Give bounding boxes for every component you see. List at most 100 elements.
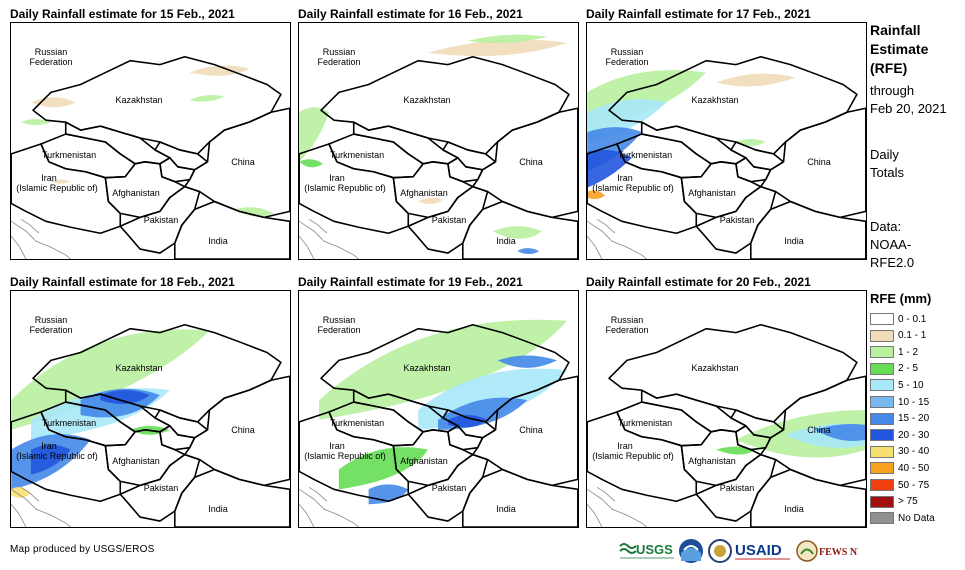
map-label-china: China	[519, 425, 543, 435]
rainfall-area	[299, 159, 323, 168]
coastline	[11, 503, 27, 527]
rainfall-area	[418, 197, 443, 205]
map-label-iran-sub: (Islamic Republic of)	[592, 183, 674, 193]
legend-item: 0 - 0.1	[870, 311, 926, 327]
country-border	[11, 411, 122, 503]
rainfall-map: Russian Federation Kazakhstan Turkmenistan I…	[586, 22, 867, 260]
rainfall-area	[815, 424, 866, 441]
legend-item: 5 - 10	[870, 377, 924, 393]
map-label-kazakhstan: Kazakhstan	[691, 363, 739, 373]
rainfall-area	[735, 139, 766, 146]
map-label-pakistan: Pakistan	[431, 483, 467, 493]
map-label-afghanistan: Afghanistan	[112, 456, 160, 466]
map-label-iran-sub: (Islamic Republic of)	[592, 451, 674, 461]
map-label-afghanistan: Afghanistan	[688, 456, 736, 466]
rainfall-area	[189, 95, 225, 102]
coastline	[587, 220, 647, 259]
side-date: Feb 20, 2021	[870, 101, 947, 116]
map-label-iran-sub: (Islamic Republic of)	[16, 183, 98, 193]
legend-label: 20 - 30	[898, 429, 930, 441]
rainfall-area	[299, 107, 329, 162]
map-label-pakistan: Pakistan	[719, 483, 755, 493]
rainfall-area	[716, 446, 756, 455]
rainfall-area	[338, 447, 429, 490]
country-border	[462, 468, 578, 527]
map-canvas	[299, 34, 578, 259]
country-border	[299, 143, 410, 235]
country-border	[680, 161, 762, 219]
rainfall-area	[517, 248, 540, 255]
map-label-iran: Iran	[41, 441, 57, 451]
rainfall-map: Russian Federation Kazakhstan Turkmenistan I…	[10, 290, 291, 528]
map-canvas	[11, 323, 290, 527]
rainfall-panel: Daily Rainfall estimate for 20 Feb., 202…	[586, 274, 867, 528]
map-canvas	[11, 55, 290, 259]
country-border	[392, 429, 474, 487]
rainfall-panel: Daily Rainfall estimate for 15 Feb., 202…	[10, 6, 291, 260]
legend-swatch	[870, 379, 894, 392]
map-label-pakistan: Pakistan	[719, 215, 755, 225]
coastline	[596, 218, 616, 234]
country-border	[104, 429, 186, 487]
legend-item: 30 - 40	[870, 444, 929, 460]
side-daily: Daily	[870, 147, 899, 162]
map-label-china: China	[231, 425, 255, 435]
coastline	[308, 218, 328, 234]
rainfall-panel: Daily Rainfall estimate for 18 Feb., 202…	[10, 274, 291, 528]
coastline	[299, 488, 359, 527]
legend-item: 40 - 50	[870, 460, 929, 476]
country-border	[392, 161, 474, 219]
coastline	[299, 220, 359, 259]
rainfall-area	[428, 39, 567, 57]
map-label-turkmenistan: Turkmenistan	[617, 150, 673, 160]
map-label-russia: Russian	[34, 315, 68, 325]
map-label-afghanistan: Afghanistan	[688, 188, 736, 198]
map-canvas	[587, 323, 866, 527]
map-label-turkmenistan: Turkmenistan	[41, 150, 97, 160]
country-border	[174, 468, 290, 527]
map-label-kazakhstan: Kazakhstan	[115, 363, 163, 373]
map-label-iran: Iran	[617, 441, 633, 451]
rainfall-area	[234, 207, 274, 217]
map-label-iran-sub: (Islamic Republic of)	[304, 183, 386, 193]
map-canvas	[587, 55, 866, 259]
panel-title: Daily Rainfall estimate for 19 Feb., 202…	[298, 275, 523, 289]
map-label-afghanistan: Afghanistan	[400, 188, 448, 198]
country-border	[750, 468, 866, 527]
legend-item: No Data	[870, 510, 935, 526]
rainfall-area	[100, 390, 151, 405]
rainfall-area	[11, 487, 32, 498]
legend-item: 15 - 20	[870, 411, 929, 427]
coastline	[11, 235, 27, 259]
legend-label: 30 - 40	[898, 446, 930, 458]
legend-swatch	[870, 512, 894, 525]
coastline	[299, 235, 315, 259]
map-label-india: India	[496, 236, 516, 246]
map-label-federation: Federation	[29, 57, 73, 67]
map-label-iran: Iran	[617, 173, 633, 183]
map-label-china: China	[807, 425, 831, 435]
country-border	[442, 141, 497, 171]
legend-label: 0 - 0.1	[898, 313, 927, 325]
coastline	[20, 218, 40, 234]
fewsnet-logo-text: FEWS NET	[819, 547, 858, 558]
map-label-iran: Iran	[329, 441, 345, 451]
legend-item: 20 - 30	[870, 427, 929, 443]
map-label-china: China	[519, 157, 543, 167]
country-border	[587, 143, 698, 235]
legend-item: 2 - 5	[870, 361, 918, 377]
usgs-logo: USGS	[618, 538, 676, 564]
coastline	[596, 486, 616, 502]
legend-item: 1 - 2	[870, 344, 918, 360]
country-border	[730, 141, 785, 171]
panel-title: Daily Rainfall estimate for 15 Feb., 202…	[10, 7, 235, 21]
side-source-line1: NOAA-	[870, 237, 912, 252]
map-label-federation: Federation	[29, 325, 73, 335]
country-border	[299, 411, 410, 503]
legend-label: 40 - 50	[898, 462, 930, 474]
panel-title: Daily Rainfall estimate for 17 Feb., 202…	[586, 7, 811, 21]
rainfall-area	[21, 119, 51, 126]
legend-label: 1 - 2	[898, 346, 919, 358]
side-totals: Totals	[870, 165, 904, 180]
legend-swatch	[870, 462, 894, 475]
